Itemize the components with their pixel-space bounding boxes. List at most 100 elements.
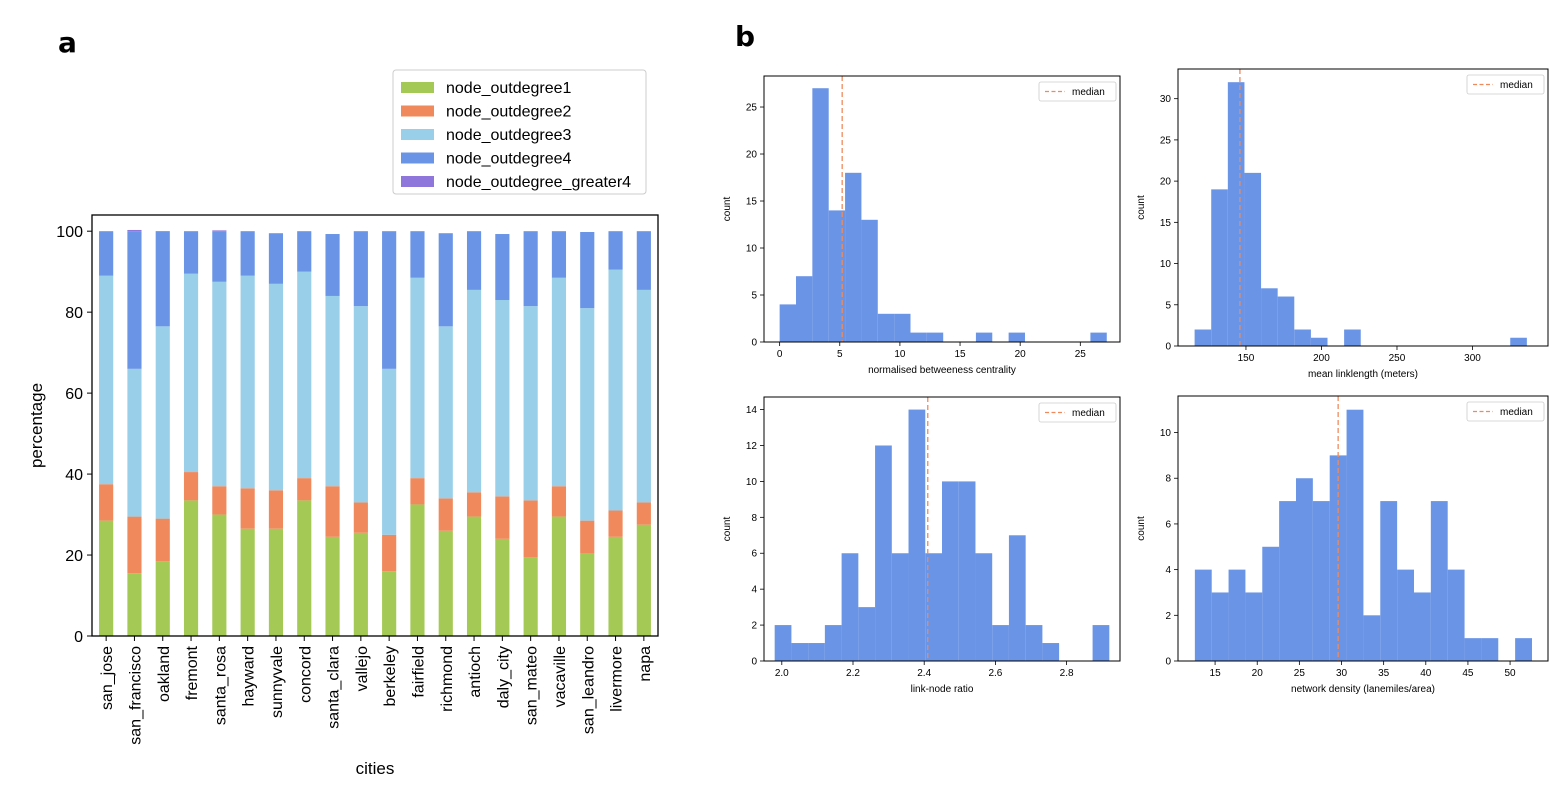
hist-bar	[812, 88, 829, 342]
hist-bar	[1312, 501, 1330, 661]
bar-segment-hayward-node_outdegree4	[240, 231, 255, 276]
legend-swatch-node_outdegree_greater4	[401, 176, 434, 187]
x-tick-label: 20	[1015, 349, 1027, 360]
hist-bar	[894, 313, 911, 342]
plot-frame	[763, 75, 1121, 343]
y-tick-label: 2	[1165, 611, 1171, 622]
bar-segment-livermore-node_outdegree2	[608, 510, 623, 537]
y-tick-label: 0	[74, 629, 83, 646]
hist-bar	[1092, 625, 1110, 661]
x-tick-label: hayward	[241, 646, 258, 706]
panel-label-b: b	[735, 20, 756, 53]
hist-bar	[975, 553, 993, 661]
y-tick-label: 6	[1165, 519, 1171, 530]
x-tick-label: 5	[837, 349, 843, 360]
y-axis-label: count	[1136, 516, 1147, 541]
bar-segment-santa_rosa-node_outdegree3	[212, 281, 227, 487]
x-tick-label: napa	[637, 646, 654, 682]
bar-segment-santa_clara-node_outdegree1	[325, 536, 340, 636]
x-tick-label: san_leandro	[580, 646, 597, 734]
y-tick-label: 25	[1160, 135, 1172, 146]
bar-segment-daly_city-node_outdegree2	[495, 496, 510, 539]
y-tick-label: 100	[56, 224, 83, 241]
hist-bar	[791, 643, 809, 661]
plot-frame	[1177, 395, 1549, 662]
hist-bar	[774, 625, 792, 661]
y-tick-label: 0	[751, 657, 757, 668]
hist-bar	[1380, 501, 1398, 661]
bar-segment-berkeley-node_outdegree1	[382, 571, 397, 636]
y-tick-label: 15	[1160, 218, 1172, 229]
x-tick-label: san_jose	[99, 646, 116, 710]
legend-median-label: median	[1072, 87, 1105, 98]
x-tick-label: sunnyvale	[269, 646, 286, 718]
x-tick-label: 15	[954, 349, 966, 360]
x-tick-label: 2.6	[988, 668, 1002, 679]
bar-segment-livermore-node_outdegree4	[608, 231, 623, 270]
bar-segment-berkeley-node_outdegree4	[382, 231, 397, 369]
y-tick-label: 15	[746, 197, 758, 208]
hist-bar	[1413, 592, 1431, 661]
hist-bar	[1244, 172, 1262, 346]
hist-bar	[1261, 288, 1278, 346]
hist-bar	[925, 553, 942, 661]
bar-segment-san_jose-node_outdegree3	[99, 275, 114, 485]
bar-segment-san_francisco-node_outdegree2	[127, 516, 142, 574]
plot-frame	[91, 214, 659, 637]
y-tick-label: 10	[1160, 259, 1172, 270]
bar-segment-livermore-node_outdegree3	[608, 269, 623, 511]
x-tick-label: richmond	[439, 646, 456, 712]
y-tick-label: 30	[1160, 94, 1172, 105]
bar-segment-fairfield-node_outdegree2	[410, 478, 425, 505]
bar-segment-antioch-node_outdegree1	[466, 516, 482, 636]
hist-bar	[1310, 337, 1328, 346]
panel-label-a: a	[58, 26, 77, 59]
stacked-bar-chart: san_jose san_francisco oakland fremont santa…	[27, 69, 659, 778]
bar-segment-richmond-node_outdegree4	[438, 233, 453, 327]
bar-segment-san_francisco-node_outdegree1	[127, 573, 142, 636]
legend-box	[1038, 81, 1117, 102]
legend-box	[1466, 401, 1545, 422]
histogram-betweeness: 0 5 10 15 20 25 0 5 10 15 20 25 normalised betweenes…	[722, 75, 1121, 376]
y-axis-label: count	[1136, 195, 1147, 220]
x-tick-label: fremont	[184, 645, 201, 700]
x-axis-label: normalised betweeness centrality	[868, 365, 1016, 376]
hist-bar	[910, 332, 927, 342]
hist-bar	[1008, 332, 1025, 342]
x-tick-label: 30	[1336, 668, 1348, 679]
hist-bar	[1515, 638, 1532, 661]
x-tick-label: concord	[297, 646, 314, 703]
bar-segment-san_leandro-node_outdegree4	[580, 232, 595, 309]
bar-segment-concord-node_outdegree4	[297, 231, 312, 272]
legend-label-node_outdegree4: node_outdegree4	[446, 151, 572, 168]
bar-segment-richmond-node_outdegree2	[438, 498, 453, 531]
bar-segment-sunnyvale-node_outdegree1	[268, 528, 284, 636]
x-tick-label: antioch	[467, 646, 484, 698]
bar-segment-san_leandro-node_outdegree1	[580, 553, 595, 636]
hist-bar	[1262, 546, 1280, 661]
legend-swatch-node_outdegree1	[401, 82, 434, 93]
hist-bar	[1245, 592, 1263, 661]
x-tick-label: 35	[1378, 668, 1390, 679]
hist-bar	[1430, 501, 1448, 661]
bar-segment-san_mateo-node_outdegree2	[523, 500, 538, 558]
x-tick-label: san_mateo	[524, 646, 541, 725]
bar-segment-vallejo-node_outdegree1	[353, 532, 368, 636]
x-tick-label: berkeley	[382, 646, 399, 706]
x-tick-label: 150	[1238, 353, 1255, 364]
bar-segment-vacaville-node_outdegree2	[551, 486, 567, 517]
y-tick-label: 10	[746, 244, 758, 255]
x-tick-label: san_francisco	[127, 646, 144, 745]
bar-segment-san_mateo-node_outdegree1	[523, 557, 538, 636]
bar-segment-vacaville-node_outdegree1	[551, 516, 567, 636]
bar-segment-antioch-node_outdegree2	[466, 492, 482, 517]
bar-segment-oakland-node_outdegree1	[155, 561, 170, 636]
x-axis-label: link-node ratio	[911, 684, 974, 695]
bar-segment-san_leandro-node_outdegree3	[580, 308, 595, 521]
y-tick-label: 25	[746, 103, 758, 114]
bar-segment-vacaville-node_outdegree3	[551, 277, 567, 487]
y-tick-label: 20	[746, 150, 758, 161]
y-tick-label: 5	[1165, 300, 1171, 311]
bar-segment-berkeley-node_outdegree3	[382, 368, 397, 535]
hist-bar	[808, 643, 825, 661]
